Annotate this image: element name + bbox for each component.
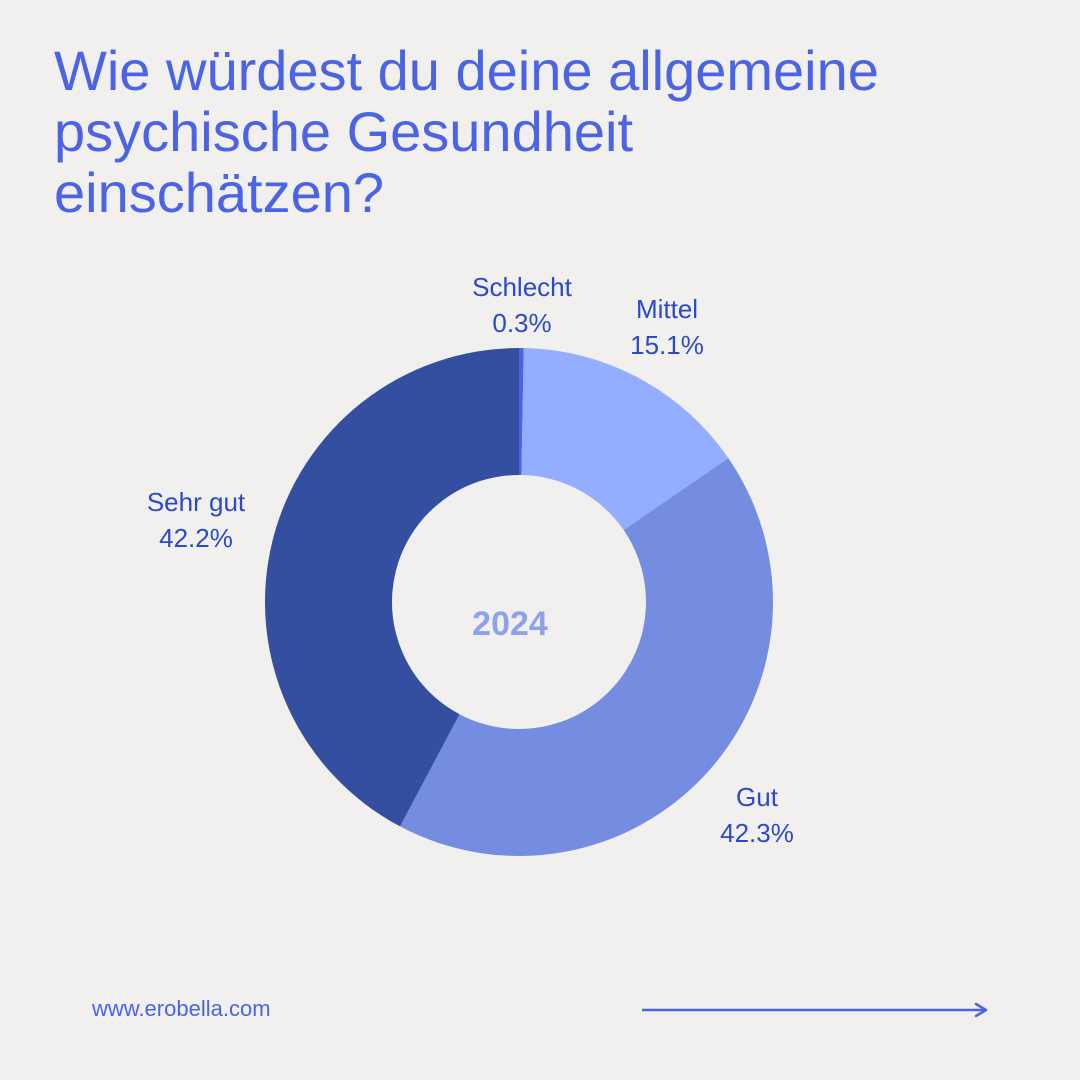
slice-category-label: Sehr gut (147, 487, 246, 517)
slice-category-label: Schlecht (472, 272, 572, 302)
pie-slice-gut (400, 458, 774, 856)
pie-slice-sehr-gut (265, 348, 519, 827)
slice-category-label: Mittel (636, 294, 698, 324)
slice-category-label: Gut (736, 782, 779, 812)
website-link[interactable]: www.erobella.com (92, 996, 271, 1021)
pie-slice-mittel (521, 348, 729, 531)
slice-value-label: 15.1% (630, 330, 704, 360)
page-title: Wie würdest du deine allgemeine psychisc… (54, 40, 1034, 223)
center-label: 2024 (472, 605, 548, 643)
slice-value-label: 42.3% (720, 818, 794, 848)
title-line: Wie würdest du deine allgemeine (54, 39, 879, 102)
title-line: einschätzen? (54, 161, 385, 224)
pie-slice-schlecht (519, 348, 524, 476)
arrow-right-icon[interactable] (640, 998, 992, 1022)
slice-value-label: 0.3% (492, 308, 551, 338)
title-line: psychische Gesundheit (54, 100, 634, 163)
slice-value-label: 42.2% (159, 523, 233, 553)
